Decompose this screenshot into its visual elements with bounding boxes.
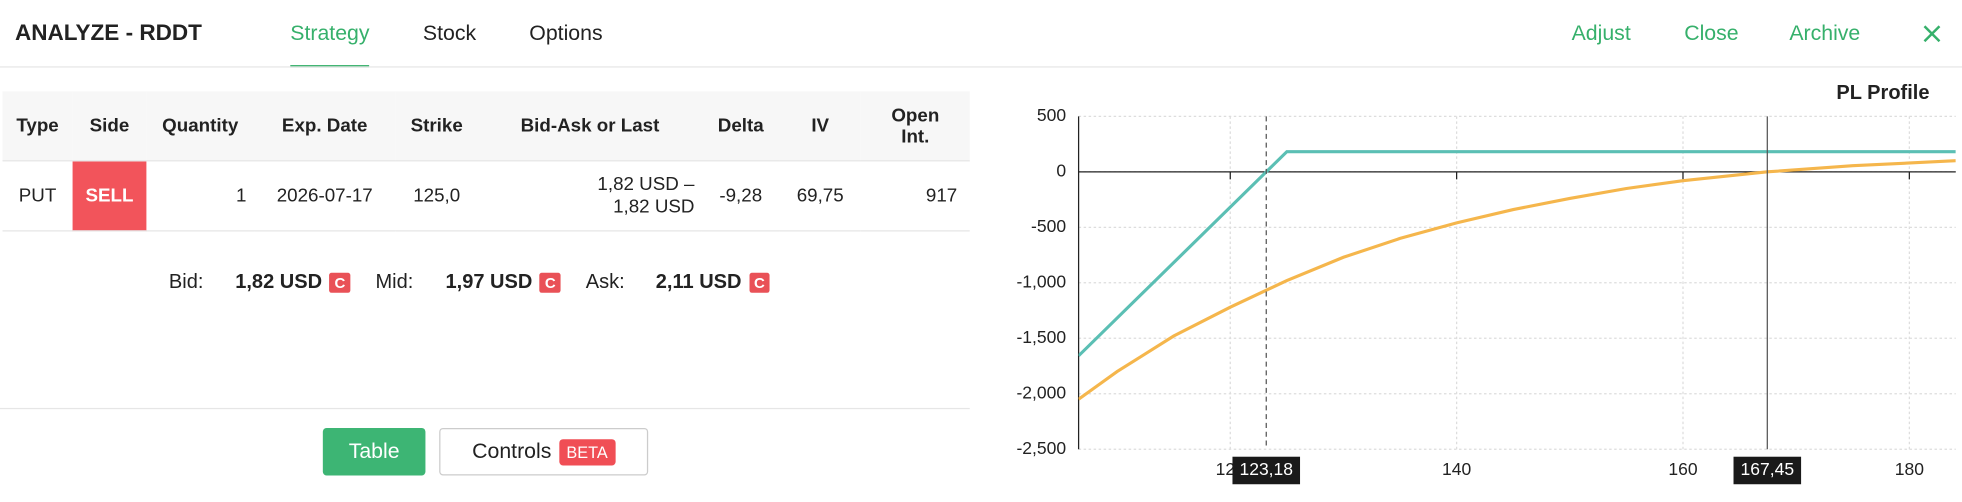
quote-value: 2,11 USD [655,271,742,293]
table-button[interactable]: Table [322,427,426,476]
column-header: IV [779,91,861,162]
pl-chart: PL Profile 500 0 -500 -1,000 -1,500 -2,000 -2,… [1016,82,1956,485]
column-header: Delta [701,91,780,162]
cell: 69,75 [779,160,861,232]
marker-label-box [1232,456,1301,485]
y-tick-label: -2,500 [1016,438,1066,458]
header-row: Type Side Quantity Exp. Date Strike Bid-… [2,91,970,162]
panel-title: ANALYZE - RDDT [15,20,202,46]
y-tick-label: 0 [1056,160,1066,180]
badge: C [329,272,351,293]
column-header: Bid-Ask or Last [477,91,702,162]
tab[interactable]: Stock [422,21,477,46]
button-label: Controls [472,439,552,463]
quote-value: 1,82 USD [235,271,323,293]
column-header: Type [2,91,73,162]
cell: 1 [146,160,255,232]
beta-badge: BETA [558,438,616,465]
quote-label: Mid: [375,271,414,293]
action-link[interactable]: Archive [1789,21,1861,46]
x-tick-label: 140 [1442,459,1471,479]
column-header: Side [72,91,147,162]
x-tick-label: 180 [1895,459,1924,479]
cell: -9,28 [701,160,780,232]
column-header: Open Int. [860,91,970,162]
y-tick-label: -2,000 [1016,382,1066,402]
cell: 917 [860,160,970,232]
cell: 1,82 USD – 1,82 USD [477,160,702,232]
quote-value: 1,97 USD [445,271,533,293]
legs-table: Type Side Quantity Exp. Date Strike Bid-… [2,91,970,232]
pl-line [1078,159,1956,401]
y-tick-label: -1,000 [1016,271,1066,291]
marker-label: 167,45 [1741,459,1795,479]
marker-label: 123,18 [1239,459,1293,479]
tab[interactable]: Options [529,21,603,46]
y-tick-label: -1,500 [1016,327,1066,347]
column-header: Quantity [146,91,255,162]
cell: 2026-07-17 [254,160,396,232]
column-header: Exp. Date [254,91,396,162]
y-tick-label: 500 [1037,105,1066,125]
tab[interactable]: Strategy [290,21,370,68]
action-link[interactable]: Adjust [1571,21,1631,46]
quote-label: Bid: [168,271,204,293]
divider [0,66,1962,68]
action-link[interactable]: Close [1684,21,1739,46]
cell: PUT [2,160,73,232]
pl-line [1078,150,1956,357]
divider [0,407,970,410]
quote-bar: Bid: 1,82 USD C Mid: 1,97 USD C Ask: 2,1… [169,272,770,295]
quote-label: Ask: [585,271,625,293]
side-cell: SELL [72,160,147,232]
x-tick-label: 160 [1668,459,1697,479]
badge: C [748,272,770,293]
column-header: Strike [395,91,478,162]
y-tick-label: -500 [1031,216,1066,236]
marker-label-box [1733,456,1802,485]
cell: 125,0 [395,160,478,232]
leg-row: PUT SELL 1 2026-07-17 125,0 1,82 USD – 1… [2,160,970,232]
controls-button[interactable]: Controls BETA [439,427,649,476]
badge: C [539,272,561,293]
close-icon[interactable] [1922,24,1942,44]
chart-title: PL Profile [1836,82,1929,104]
